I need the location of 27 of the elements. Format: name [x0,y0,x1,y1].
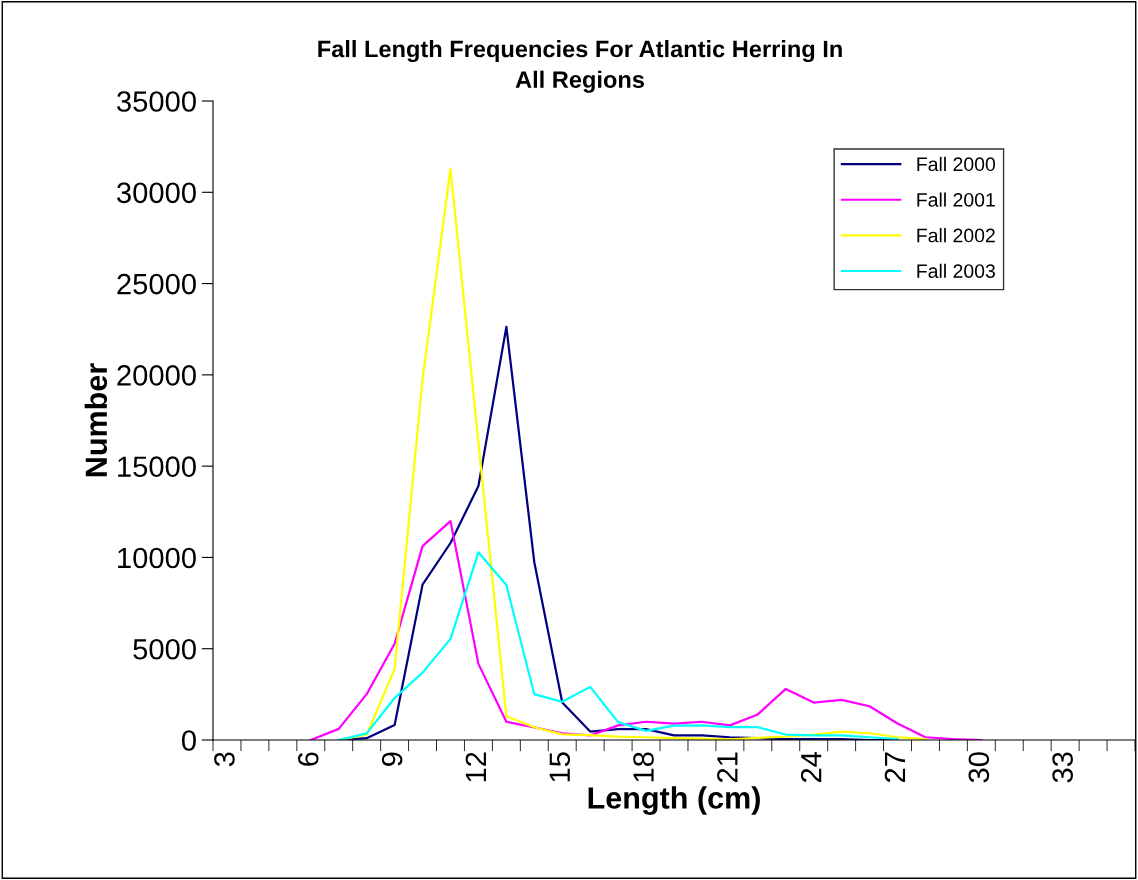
y-tick-label: 15000 [118,456,196,477]
y-tick-label: 20000 [117,365,196,386]
legend-label: Fall 2000 [917,156,996,172]
y-tick-label: 25000 [117,273,196,295]
x-tick-label: 12 [465,752,486,782]
x-tick-label: 27 [884,752,906,783]
x-tick-label: 21 [717,752,738,783]
x-tick-label: 6 [297,752,319,766]
line-series [337,551,899,740]
legend-label: Fall 2001 [917,192,995,207]
x-tick-label: 3 [214,752,235,767]
y-tick-label: 5000 [133,638,196,660]
x-tick-label: 15 [549,752,571,782]
x-tick-label: 9 [381,752,403,766]
legend-label: Fall 2002 [917,228,995,243]
legend-label: Fall 2003 [917,263,995,278]
y-tick-label: 30000 [117,182,196,204]
x-tick-label: 24 [800,751,822,783]
x-tick-label: 33 [1052,752,1073,783]
x-tick-label: 30 [968,752,990,783]
chart-title: Fall Length Frequencies For Atlantic Herring In All Regions [318,40,842,93]
y-tick-label: 10000 [118,547,196,569]
y-tick-label: 0 [181,730,196,751]
x-tick-label: 18 [633,752,654,782]
y-axis-title: Number [84,363,108,477]
x-axis-title: Length (cm) [588,786,760,815]
y-tick-label: 35000 [117,91,196,112]
